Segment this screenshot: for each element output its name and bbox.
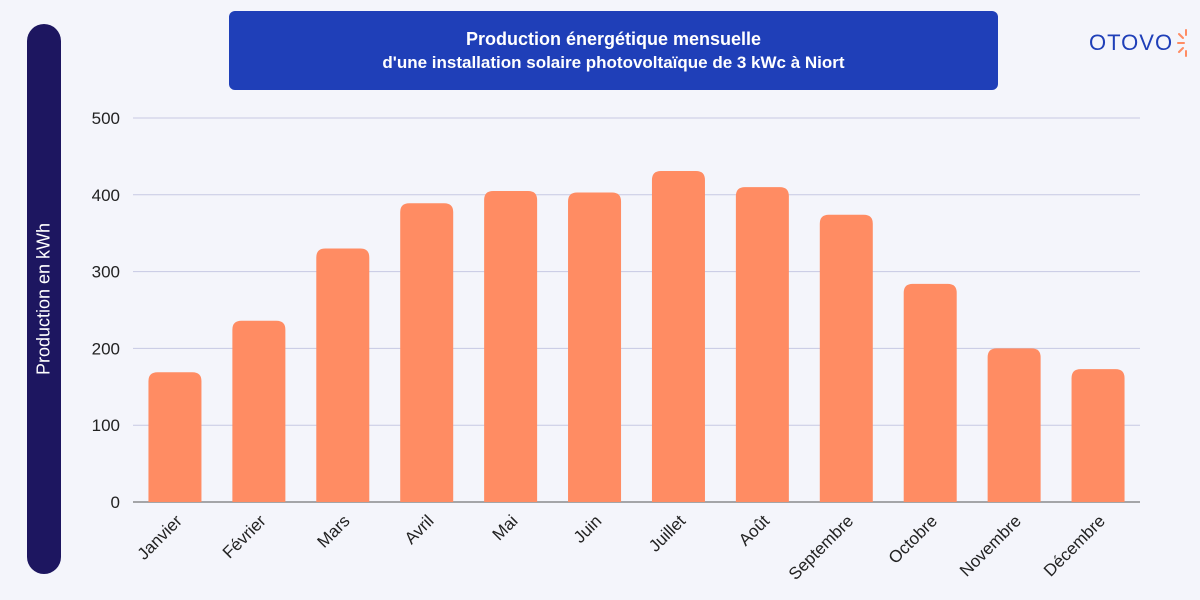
y-tick-label: 400	[92, 186, 120, 205]
x-tick-label: Décembre	[1040, 511, 1109, 580]
x-tick-label: Janvier	[134, 511, 186, 563]
bar-juin	[568, 192, 622, 502]
chart-title: Production énergétique mensuelle	[465, 29, 762, 49]
y-tick-label: 500	[92, 109, 120, 128]
y-tick-label: 300	[92, 263, 120, 282]
x-tick-label: Septembre	[785, 511, 857, 583]
y-tick-label: 200	[92, 339, 120, 358]
bar-octobre	[903, 283, 957, 502]
chart-subtitle: d'une installation solaire photovoltaïqu…	[382, 53, 845, 72]
bar-juillet	[651, 170, 705, 502]
bar-novembre	[987, 348, 1041, 502]
x-tick-label: Juin	[570, 511, 605, 546]
x-tick-label: Mars	[313, 511, 353, 551]
x-tick-label: Août	[735, 511, 773, 549]
x-tick-label: Juillet	[645, 511, 689, 555]
bar-août	[735, 187, 789, 502]
y-axis-label-panel: Production en kWh	[27, 24, 61, 574]
x-tick-label: Mai	[489, 511, 522, 544]
y-tick-label: 100	[92, 416, 120, 435]
x-tick-label: Novembre	[956, 511, 1025, 580]
otovo-logo: OTOVO	[1089, 28, 1197, 58]
sun-icon	[1177, 29, 1188, 57]
x-tick-label: Avril	[401, 511, 438, 548]
bar-avril	[400, 203, 454, 503]
bar-janvier	[148, 372, 202, 502]
chart-title-panel: Production énergétique mensuelle d'une i…	[229, 11, 998, 90]
bar-septembre	[819, 214, 873, 502]
y-tick-label: 0	[111, 493, 120, 512]
x-tick-label: Octobre	[885, 511, 941, 567]
bar-décembre	[1071, 369, 1125, 502]
bar-mars	[316, 248, 370, 502]
bar-février	[232, 320, 286, 502]
bar-mai	[484, 190, 538, 502]
x-tick-label: Février	[219, 511, 270, 562]
logo-text: OTOVO	[1089, 30, 1174, 55]
